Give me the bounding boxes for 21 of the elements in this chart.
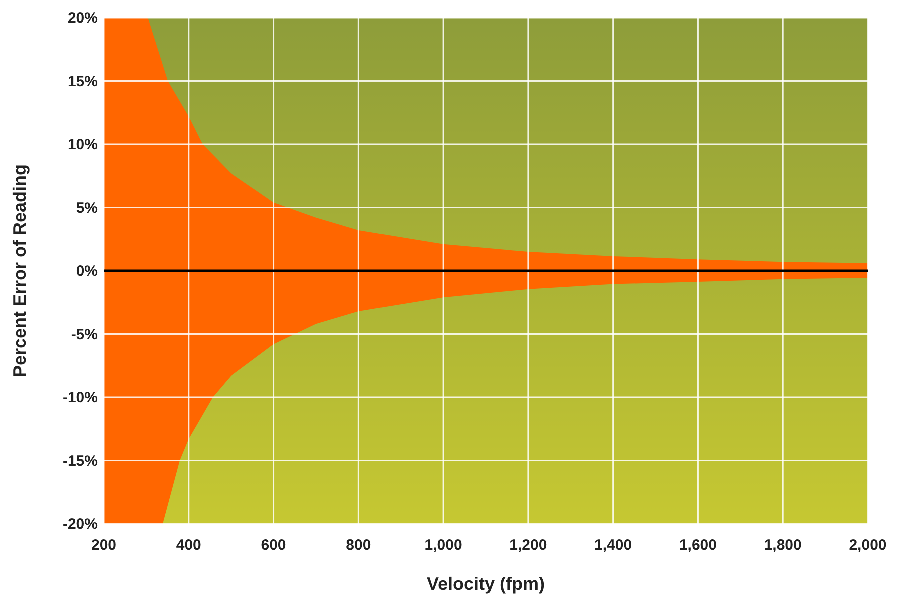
x-tick-label: 600	[261, 537, 286, 554]
x-tick-label: 1,400	[594, 537, 632, 554]
y-tick-label: -10%	[62, 390, 98, 406]
x-tick-label: 400	[176, 537, 202, 554]
y-tick-label: 10%	[68, 136, 98, 154]
y-tick-label: -5%	[71, 326, 98, 344]
y-tick-label: 0%	[76, 263, 98, 280]
x-tick-label: 1,200	[510, 537, 548, 554]
x-tick-label: 200	[91, 537, 117, 554]
y-tick-label: 5%	[76, 200, 98, 217]
y-tick-label: -20%	[62, 516, 98, 533]
x-tick-label: 2,000	[849, 537, 887, 554]
x-tick-label: 1,600	[679, 537, 717, 554]
x-tick-label: 1,000	[424, 537, 462, 554]
y-tick-label: 20%	[68, 10, 98, 27]
x-axis-title: Velocity (fpm)	[426, 574, 546, 594]
y-axis-title: Percent Error of Reading	[10, 164, 30, 378]
x-tick-label: 1,800	[764, 537, 802, 554]
y-tick-label: -15%	[62, 452, 98, 470]
y-tick-label: 15%	[68, 73, 98, 90]
x-tick-label: 800	[346, 537, 372, 554]
